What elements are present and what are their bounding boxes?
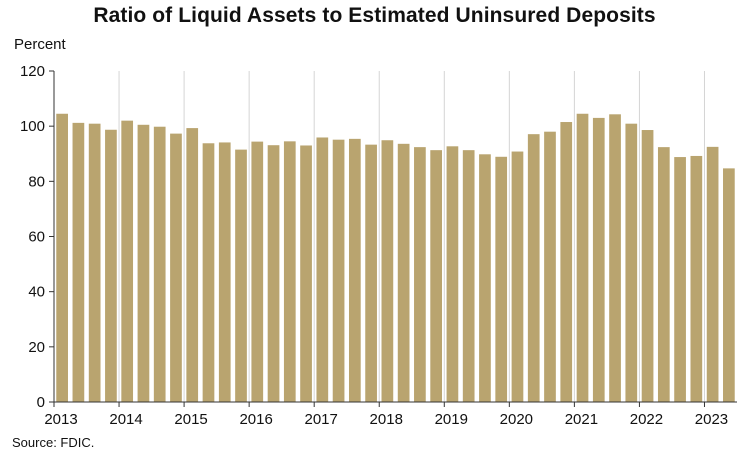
x-tick-label: 2018 [370,411,403,428]
y-tick-label: 0 [37,394,45,411]
bar [300,145,312,402]
bar [267,145,280,403]
bar [72,122,85,403]
bar [544,131,556,402]
bar [88,123,101,402]
bar [641,130,654,403]
bar [218,142,231,402]
bar [105,129,117,402]
x-tick-label: 2023 [695,411,728,428]
x-tick-label: 2014 [109,411,142,428]
bar [235,149,247,402]
bar [462,150,475,402]
bar [316,137,329,402]
bar [430,150,443,402]
x-tick-label: 2021 [565,411,598,428]
x-tick-label: 2013 [44,411,77,428]
bar [609,114,621,402]
bar [397,143,410,402]
y-tick-label: 120 [20,63,45,80]
bar [186,128,199,402]
bar [121,120,134,403]
grid-lines [118,71,705,402]
bar [348,138,361,403]
x-tick-label: 2022 [630,411,663,428]
y-tick-label: 60 [28,229,45,246]
bar [170,133,182,402]
x-tick-label: 2017 [305,411,338,428]
y-axis-unit-label: Percent [14,36,66,53]
bar [446,146,459,402]
bar [706,146,719,402]
y-axis-ticks: 0 20 40 60 80 100 120 [20,63,54,411]
bar [332,139,345,402]
x-tick-label: 2019 [435,411,468,428]
bar [560,122,573,402]
bar [365,144,377,402]
bar [625,123,638,402]
bar [690,155,703,402]
bar [251,141,264,402]
x-axis-ticks: 2013 2014 2015 2016 2017 2018 2019 2020 2021 2022… [44,402,728,428]
bar [576,113,589,403]
bar-series [56,113,735,403]
bar [511,151,524,402]
bar [137,124,150,402]
bar [202,143,215,403]
y-tick-label: 100 [20,118,45,135]
bar [495,156,508,402]
bar [56,113,68,403]
x-tick-label: 2016 [239,411,272,428]
bar [479,154,491,402]
bar [153,126,166,403]
x-tick-label: 2015 [174,411,207,428]
bar [414,147,426,402]
bar [674,157,686,402]
bar [723,168,735,402]
y-tick-label: 80 [28,173,45,190]
bar [527,134,540,402]
bar [592,117,605,403]
source-note: Source: FDIC. [12,435,95,450]
y-tick-label: 40 [28,284,45,301]
bar [283,141,296,402]
x-tick-label: 2020 [500,411,533,428]
chart-title: Ratio of Liquid Assets to Estimated Unin… [93,4,656,27]
bar [381,140,394,402]
bar [657,147,670,402]
y-tick-label: 20 [28,339,45,356]
